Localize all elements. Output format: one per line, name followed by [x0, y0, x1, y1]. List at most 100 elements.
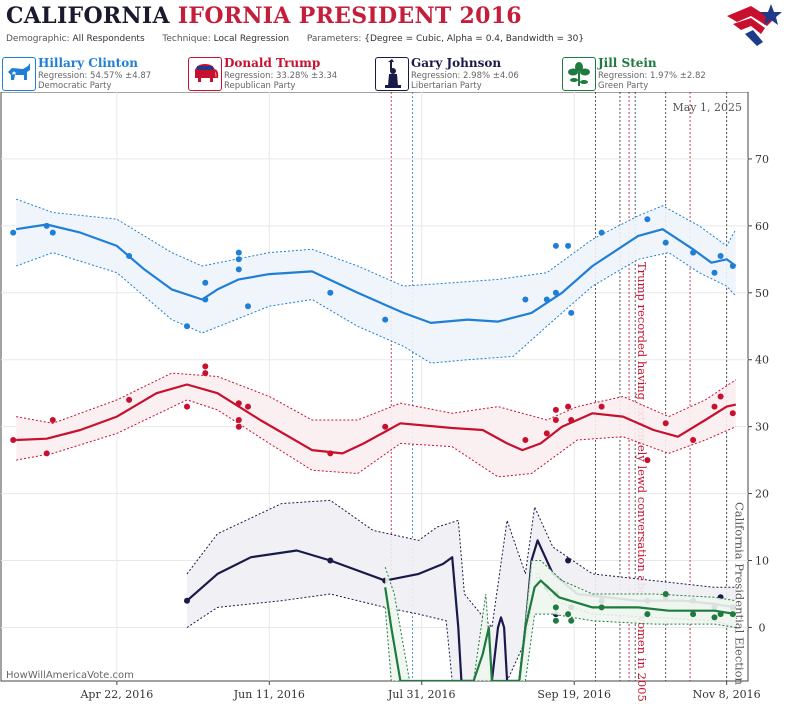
stein-poll-point: [598, 604, 605, 611]
clinton-poll-point: [552, 289, 559, 296]
y-tick-label: 40: [755, 354, 769, 367]
event-label: Trump recorded having extremely lewd con…: [635, 262, 649, 702]
clinton-poll-point: [568, 309, 575, 316]
candidate-regression: Regression: 1.97% ±2.82: [598, 71, 706, 81]
trump-trend-line: [16, 383, 737, 455]
x-tick-label: Sep 19, 2016: [537, 688, 611, 701]
johnson-confidence-band: [187, 500, 736, 681]
clinton-confidence-band: [16, 199, 736, 364]
candidate-legend: Hillary Clinton Regression: 54.57% ±4.87…: [0, 54, 789, 92]
parameters-label: Parameters:: [306, 34, 362, 44]
trump-poll-point: [543, 430, 550, 437]
johnson-poll-point: [327, 557, 334, 564]
stein-poll-point: [565, 611, 572, 618]
trump-poll-point: [245, 403, 251, 410]
trump-poll-point: [327, 450, 334, 457]
title-race: IFORNIA PRESIDENT 2016: [177, 3, 522, 29]
clinton-trend-line: [16, 223, 737, 324]
clinton-poll-point: [543, 296, 550, 303]
trump-upper-bound: [16, 372, 737, 424]
candidate-name: Hillary Clinton: [38, 56, 138, 70]
trump-poll-point: [717, 393, 724, 400]
johnson-lower-bound: [186, 572, 736, 681]
parameters-value: {Degree = Cubic, Alpha = 0.4, Bandwidth …: [364, 34, 585, 44]
clinton-poll-point: [235, 249, 242, 256]
clinton-poll-point: [43, 222, 50, 229]
demographic-label: Demographic:: [6, 34, 70, 44]
candidate-party: Democratic Party: [38, 81, 112, 91]
trump-poll-point: [235, 400, 242, 407]
stein-lower-bound: [384, 607, 736, 681]
technique-label: Technique:: [162, 34, 211, 44]
polling-chart: Trump recorded having extremely lewd con…: [0, 92, 769, 702]
trump-poll-point: [10, 437, 17, 443]
y-tick-label: 0: [759, 621, 766, 634]
candidate-regression: Regression: 33.28% ±3.34: [224, 71, 338, 81]
trump-poll-point: [235, 423, 242, 430]
stein-poll-point: [568, 617, 575, 624]
candidate-name: Gary Johnson: [411, 56, 502, 70]
trump-poll-point: [729, 410, 736, 417]
clinton-poll-point: [235, 266, 242, 273]
x-axis: Apr 22, 2016 Jun 11, 2016 Jul 31, 2016 Sep …: [79, 681, 761, 701]
event-label: California Presidential Election: [733, 502, 747, 686]
trump-poll-point: [690, 437, 697, 443]
johnson-upper-bound: [186, 499, 736, 629]
clinton-poll-point: [565, 242, 572, 249]
y-axis: 0 10 20 30 40 50 60 70: [748, 153, 769, 634]
technique-value: Local Regression: [213, 34, 290, 44]
trump-poll-point: [568, 417, 575, 423]
stein-trend-line: [384, 579, 736, 681]
page-title: CALIFORNIA IFORNIA PRESIDENT 2016: [6, 3, 522, 29]
clinton-poll-point: [662, 239, 669, 246]
y-tick-label: 20: [755, 488, 769, 501]
stein-poll-point: [644, 611, 651, 618]
clinton-poll-point: [235, 256, 242, 263]
candidate-name: Donald Trump: [224, 56, 321, 70]
stein-poll-point: [552, 617, 559, 624]
clinton-poll-point: [382, 316, 389, 323]
candidate-card-stein: Jill Stein Regression: 1.97% ±2.82 Green…: [560, 54, 746, 92]
candidate-party: Green Party: [598, 81, 649, 91]
stein-poll-point: [717, 611, 724, 618]
trump-poll-point: [552, 406, 559, 413]
clinton-poll-point: [717, 253, 724, 259]
clinton-poll-point: [202, 279, 209, 286]
statue-of-liberty-icon: [375, 57, 409, 91]
trump-poll-point: [235, 417, 242, 423]
candidate-card-trump: Donald Trump Regression: 33.28% ±3.34 Re…: [186, 54, 372, 92]
clinton-upper-bound: [16, 198, 737, 287]
clinton-poll-point: [522, 296, 529, 303]
series-layer: [10, 198, 737, 681]
candidate-party: Libertarian Party: [411, 81, 482, 91]
stein-poll-point: [690, 611, 697, 618]
clinton-poll-point: [10, 229, 17, 236]
clinton-poll-point: [327, 289, 334, 296]
howwillamericavote-logo-icon: [727, 4, 782, 46]
clinton-poll-point: [49, 229, 56, 236]
stein-poll-point: [662, 591, 669, 597]
donkey-icon: [2, 57, 36, 91]
candidate-regression: Regression: 54.57% ±4.87: [38, 71, 152, 81]
trump-poll-point: [126, 396, 133, 403]
y-tick-label: 30: [755, 421, 769, 434]
header: CALIFORNIA IFORNIA PRESIDENT 2016 Demogr…: [0, 0, 789, 52]
flower-icon: [562, 57, 596, 91]
clinton-poll-point: [552, 242, 559, 249]
clinton-poll-point: [184, 323, 190, 330]
trump-lower-bound: [16, 399, 736, 478]
x-tick-label: Apr 22, 2016: [79, 688, 153, 701]
clinton-poll-point: [126, 253, 133, 259]
candidate-card-clinton: Hillary Clinton Regression: 54.57% ±4.87…: [0, 54, 186, 92]
clinton-poll-point: [202, 296, 209, 303]
demographic-value: All Respondents: [72, 34, 145, 44]
candidate-card-johnson: Gary Johnson Regression: 2.98% ±4.06 Lib…: [373, 54, 559, 92]
clinton-poll-point: [644, 216, 651, 223]
stein-poll-point: [729, 611, 736, 618]
trump-poll-point: [565, 403, 572, 410]
trump-poll-point: [644, 457, 651, 464]
trump-poll-point: [598, 403, 605, 410]
trump-poll-point: [662, 420, 669, 427]
stein-confidence-band: [385, 560, 736, 681]
parameters-line: Demographic: All Respondents Technique: …: [6, 34, 584, 44]
